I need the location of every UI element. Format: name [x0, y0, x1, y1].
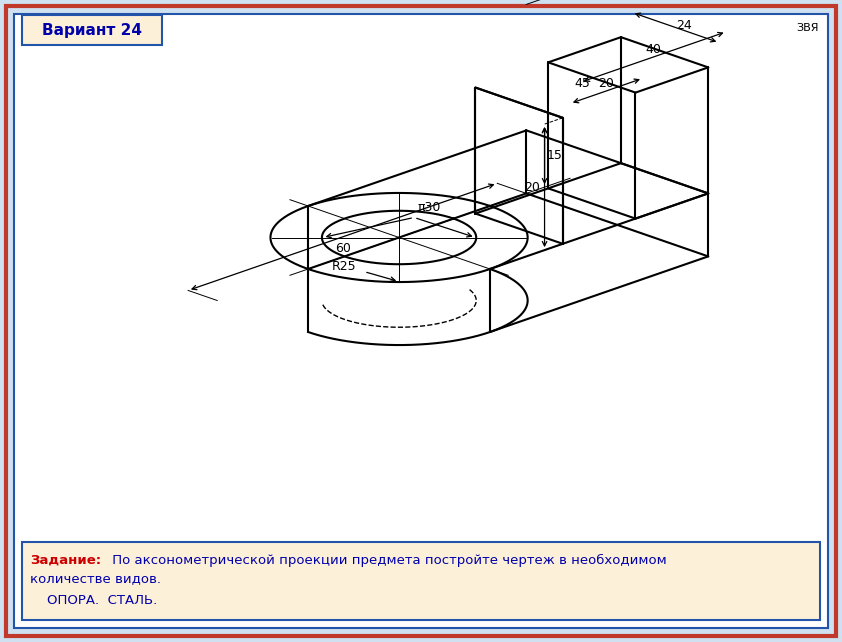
Text: 20: 20 — [599, 78, 615, 91]
Text: π30: π30 — [418, 201, 440, 214]
Text: R25: R25 — [332, 260, 356, 273]
Text: По аксонометрической проекции предмета постройте чертеж в необходимом: По аксонометрической проекции предмета п… — [108, 553, 667, 566]
Text: ЗВЯ: ЗВЯ — [797, 23, 819, 33]
Text: количестве видов.: количестве видов. — [30, 573, 161, 586]
Text: 40: 40 — [646, 44, 662, 56]
Text: 20: 20 — [525, 180, 541, 194]
Text: 24: 24 — [675, 19, 691, 32]
Text: 45: 45 — [574, 77, 590, 91]
FancyBboxPatch shape — [6, 6, 836, 636]
Text: Задание:: Задание: — [30, 553, 101, 566]
Text: ОПОРА.  СТАЛЬ.: ОПОРА. СТАЛЬ. — [30, 593, 157, 607]
FancyBboxPatch shape — [22, 15, 162, 45]
Text: 15: 15 — [546, 149, 562, 162]
FancyBboxPatch shape — [14, 14, 828, 628]
Text: 60: 60 — [335, 243, 350, 256]
FancyBboxPatch shape — [22, 542, 820, 620]
Text: Вариант 24: Вариант 24 — [42, 22, 142, 37]
